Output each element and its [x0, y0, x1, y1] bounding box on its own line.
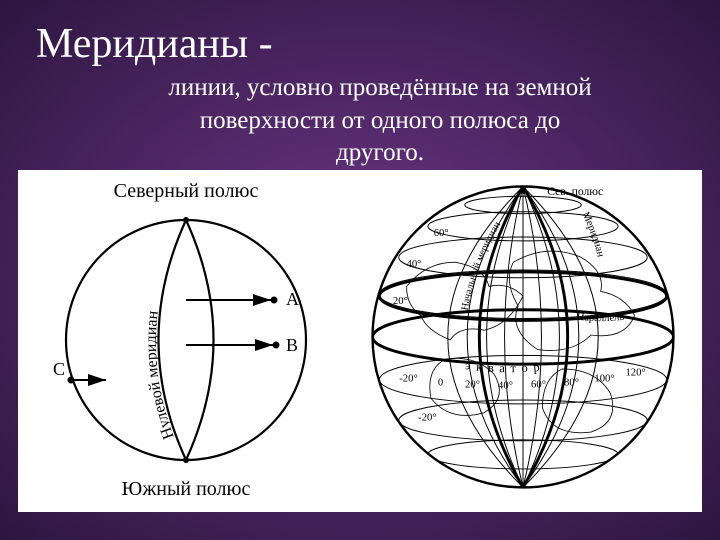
lat-60: 60°: [434, 227, 449, 239]
point-a-dot: [271, 297, 278, 304]
lon-120: 120°: [625, 367, 645, 379]
sub-line3: другого.: [336, 139, 424, 166]
lat-20: 20°: [393, 295, 408, 307]
north-pole-label: Северный полюс: [114, 180, 259, 202]
lon-100: 100°: [594, 373, 614, 385]
left-diagram: Северный полюс Нулевой меридиан А: [36, 175, 336, 505]
north-pole-dot: [183, 217, 189, 223]
lon-60: 60°: [531, 378, 546, 390]
meridian-label: Нулевой меридиан: [143, 309, 178, 441]
prime-meridian-arc-right: [186, 220, 214, 460]
south-pole-label: Южный полюс: [122, 478, 251, 500]
lon-20: 20°: [465, 378, 480, 390]
subtitle: линии, условно проведённые на земной пов…: [0, 68, 720, 178]
lon-0: 0: [438, 376, 443, 388]
lon-40: 40°: [498, 379, 513, 391]
point-a: А: [286, 289, 299, 309]
globe: Сев. полюс Начальный меридиан Меридиан П…: [373, 185, 674, 487]
sub-line2: поверхности от одного полюса до: [200, 107, 561, 134]
lon-m20: -20°: [399, 373, 417, 385]
point-c-dot: [68, 377, 75, 384]
lon-80: 80°: [564, 376, 579, 388]
lat-m20: -20°: [418, 411, 436, 423]
north-pole-text: Сев. полюс: [547, 185, 603, 198]
page-title: Меридианы -: [0, 0, 720, 68]
point-c: С: [53, 359, 65, 379]
lat-40: 40°: [407, 258, 422, 270]
prime-meridian-bold: [479, 187, 523, 488]
point-b: В: [286, 335, 298, 355]
sub-line1: линии, условно проведённые на земной: [168, 74, 591, 101]
globe-outline: [66, 220, 306, 460]
grid: [373, 187, 674, 488]
right-diagram: Сев. полюс Начальный меридиан Меридиан П…: [358, 170, 688, 500]
point-b-dot: [273, 342, 280, 349]
figure-panel: Северный полюс Нулевой меридиан А: [18, 170, 702, 512]
south-pole-dot: [183, 457, 189, 463]
parallel-label: Параллель: [576, 311, 625, 325]
